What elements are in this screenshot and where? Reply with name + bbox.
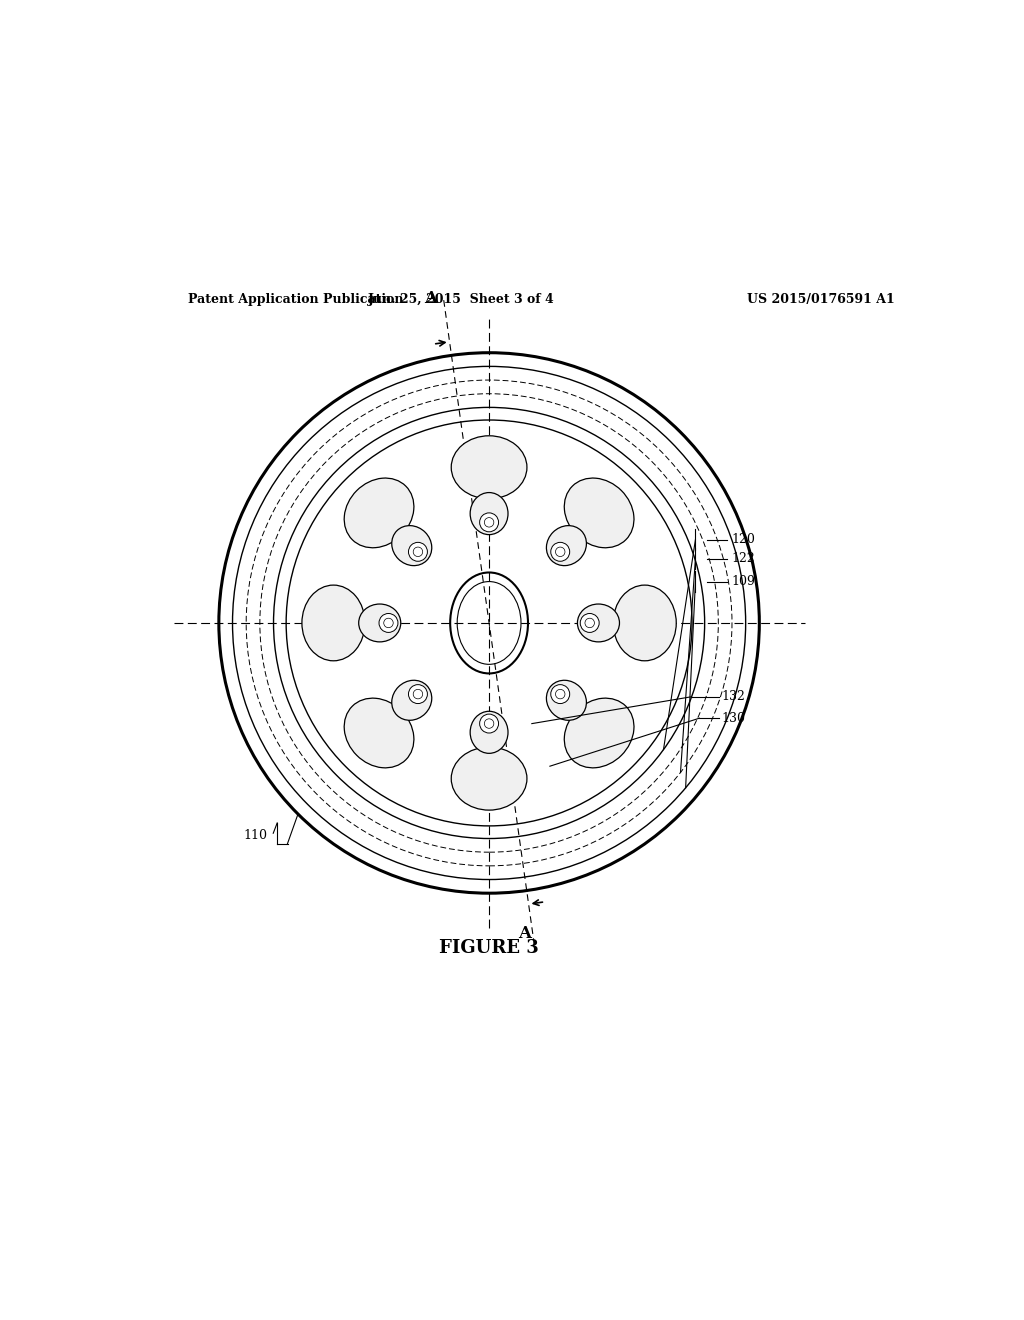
Circle shape <box>384 618 393 628</box>
Text: 130: 130 <box>722 711 745 725</box>
Circle shape <box>409 685 427 704</box>
Circle shape <box>484 517 494 527</box>
Ellipse shape <box>564 698 634 768</box>
Ellipse shape <box>392 525 432 566</box>
Ellipse shape <box>547 680 587 721</box>
Text: 110: 110 <box>243 829 267 842</box>
Circle shape <box>414 546 423 557</box>
Circle shape <box>555 689 565 698</box>
Text: 122: 122 <box>731 552 755 565</box>
Text: 120: 120 <box>731 533 755 546</box>
Circle shape <box>479 714 499 733</box>
Text: 109: 109 <box>731 576 755 589</box>
Circle shape <box>585 618 594 628</box>
Circle shape <box>479 513 499 532</box>
Ellipse shape <box>358 605 400 642</box>
Ellipse shape <box>302 585 365 661</box>
Circle shape <box>551 685 569 704</box>
Ellipse shape <box>344 478 414 548</box>
Ellipse shape <box>344 698 414 768</box>
Circle shape <box>409 543 427 561</box>
Ellipse shape <box>392 680 432 721</box>
Text: Patent Application Publication: Patent Application Publication <box>187 293 403 306</box>
Ellipse shape <box>547 525 587 566</box>
Circle shape <box>414 689 423 698</box>
Ellipse shape <box>613 585 676 661</box>
Circle shape <box>581 614 599 632</box>
Ellipse shape <box>470 492 508 535</box>
Text: Jun. 25, 2015  Sheet 3 of 4: Jun. 25, 2015 Sheet 3 of 4 <box>368 293 555 306</box>
Ellipse shape <box>578 605 620 642</box>
Text: A: A <box>518 925 530 942</box>
Circle shape <box>484 719 494 729</box>
Ellipse shape <box>564 478 634 548</box>
Circle shape <box>379 614 398 632</box>
Circle shape <box>551 543 569 561</box>
Text: FIGURE 3: FIGURE 3 <box>439 940 539 957</box>
Text: 132: 132 <box>722 690 745 704</box>
Text: US 2015/0176591 A1: US 2015/0176591 A1 <box>748 293 895 306</box>
Circle shape <box>555 546 565 557</box>
Ellipse shape <box>452 747 527 810</box>
Ellipse shape <box>470 711 508 754</box>
Text: A: A <box>424 290 437 308</box>
Ellipse shape <box>452 436 527 499</box>
